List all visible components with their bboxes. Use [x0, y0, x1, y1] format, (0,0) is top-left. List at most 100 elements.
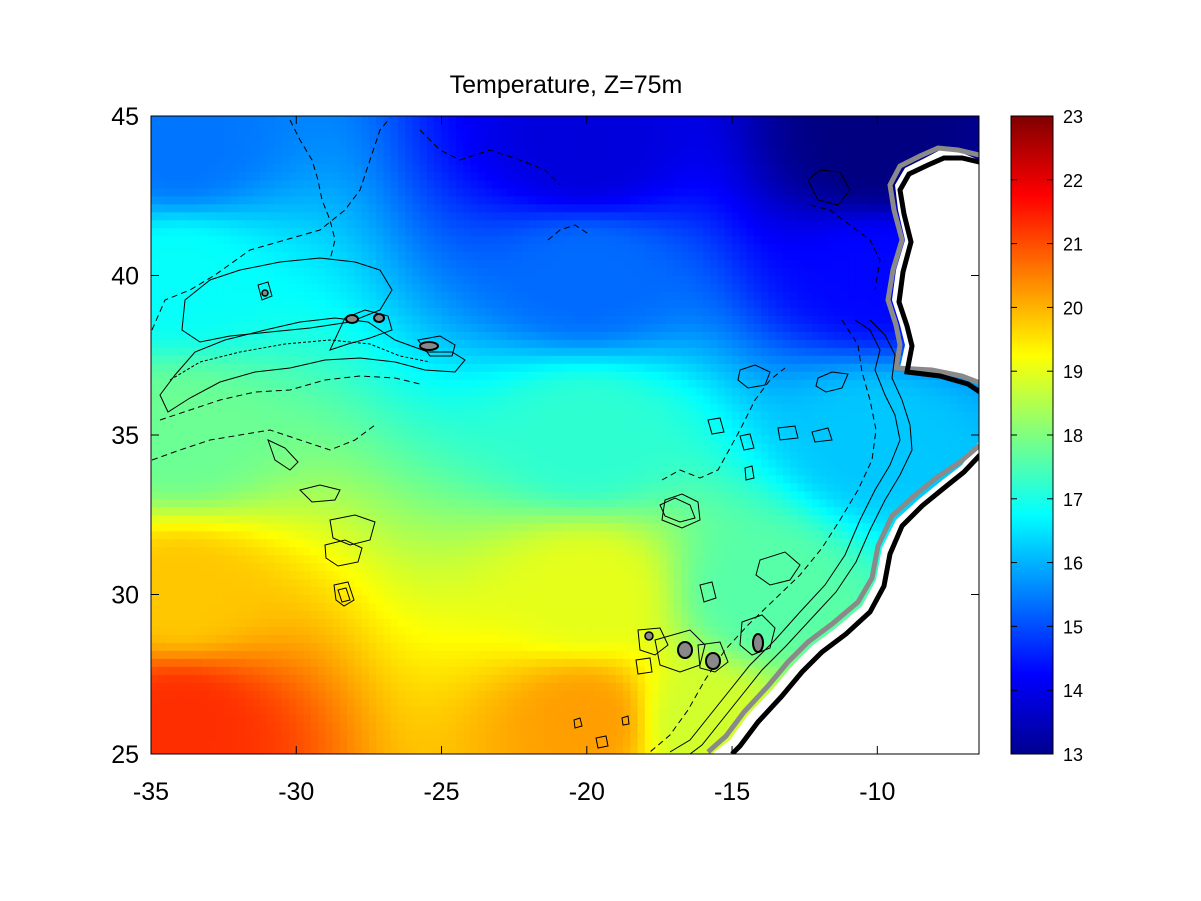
- heat-cell: [376, 522, 385, 532]
- heat-cell: [572, 315, 581, 324]
- heat-cell: [543, 594, 552, 604]
- heat-cell: [405, 155, 414, 165]
- heat-cell: [376, 411, 385, 420]
- heat-cell: [586, 442, 595, 452]
- heat-cell: [514, 427, 523, 436]
- heat-cell: [543, 506, 552, 516]
- heat-cell: [579, 315, 588, 324]
- heat-cell: [506, 419, 515, 428]
- heat-cell: [310, 395, 319, 404]
- heat-cell: [318, 171, 326, 181]
- heat-cell: [296, 195, 305, 205]
- heat-cell: [187, 427, 196, 436]
- heat-cell: [354, 243, 363, 253]
- heat-cell: [543, 570, 552, 580]
- heat-cell: [238, 618, 247, 627]
- heat-cell: [230, 474, 239, 484]
- heat-cell: [419, 746, 428, 754]
- heat-cell: [289, 139, 297, 149]
- heat-cell: [194, 139, 203, 149]
- heat-cell: [397, 227, 406, 237]
- heat-cell: [463, 299, 472, 308]
- heat-cell: [427, 123, 435, 133]
- heat-cell: [151, 131, 159, 141]
- heat-cell: [238, 690, 247, 699]
- heat-cell: [492, 714, 501, 723]
- heat-cell: [521, 139, 530, 149]
- heat-cell: [347, 259, 355, 269]
- heat-cell: [383, 379, 392, 388]
- heat-cell: [230, 698, 239, 707]
- heat-cell: [303, 474, 312, 484]
- heat-cell: [151, 299, 159, 308]
- heat-cell: [427, 498, 435, 508]
- heat-cell: [238, 698, 247, 707]
- heat-cell: [506, 219, 515, 229]
- heat-cell: [209, 123, 217, 133]
- heat-cell: [565, 411, 573, 420]
- heat-cell: [238, 482, 247, 492]
- heat-cell: [310, 458, 319, 468]
- heat-cell: [448, 227, 457, 237]
- heat-cell: [165, 602, 174, 612]
- heat-cell: [230, 299, 239, 308]
- heat-cell: [201, 482, 210, 492]
- heat-cell: [281, 730, 290, 739]
- heat-cell: [390, 299, 399, 308]
- heat-cell: [543, 116, 552, 125]
- heat-cell: [586, 698, 595, 707]
- heat-cell: [209, 163, 217, 173]
- heat-cell: [477, 427, 486, 436]
- heat-cell: [187, 147, 196, 157]
- heat-cell: [485, 195, 493, 205]
- heat-cell: [209, 211, 217, 221]
- heat-cell: [492, 666, 501, 675]
- heat-cell: [151, 562, 159, 572]
- heat-cell: [383, 698, 392, 707]
- heat-cell: [259, 506, 268, 516]
- heat-cell: [586, 387, 595, 396]
- heat-cell: [172, 211, 181, 221]
- heat-cell: [441, 315, 450, 324]
- heat-cell: [506, 690, 515, 699]
- heat-cell: [405, 411, 414, 420]
- heat-cell: [303, 498, 312, 508]
- heat-cell: [223, 267, 232, 277]
- heat-cell: [390, 307, 399, 316]
- heat-cell: [325, 498, 334, 508]
- heat-cell: [187, 594, 196, 604]
- heat-cell: [383, 355, 392, 364]
- heat-cell: [441, 387, 450, 396]
- heat-cell: [434, 474, 443, 484]
- heat-cell: [376, 450, 385, 460]
- heat-cell: [209, 155, 217, 165]
- heat-cell: [448, 291, 457, 301]
- heat-cell: [252, 331, 261, 340]
- heat-cell: [274, 139, 283, 149]
- heat-cell: [383, 139, 392, 149]
- heat-cell: [187, 666, 196, 675]
- heat-cell: [230, 546, 239, 556]
- heat-cell: [557, 387, 566, 396]
- heat-cell: [201, 490, 210, 500]
- heat-cell: [441, 722, 450, 731]
- heat-cell: [405, 131, 414, 141]
- heat-cell: [376, 458, 385, 468]
- heat-cell: [209, 387, 217, 396]
- heat-cell: [376, 211, 385, 221]
- heat-cell: [230, 586, 239, 596]
- heat-cell: [339, 291, 348, 301]
- heat-cell: [296, 738, 305, 747]
- heat-cell: [238, 722, 247, 731]
- heat-cell: [223, 610, 232, 620]
- heat-cell: [579, 131, 588, 141]
- heat-cell: [514, 610, 523, 620]
- heat-cell: [201, 219, 210, 229]
- heat-cell: [310, 482, 319, 492]
- heat-cell: [506, 610, 515, 620]
- heat-cell: [238, 116, 247, 125]
- heat-cell: [223, 466, 232, 476]
- heat-cell: [565, 235, 573, 245]
- heat-cell: [223, 259, 232, 269]
- heat-cell: [419, 275, 428, 285]
